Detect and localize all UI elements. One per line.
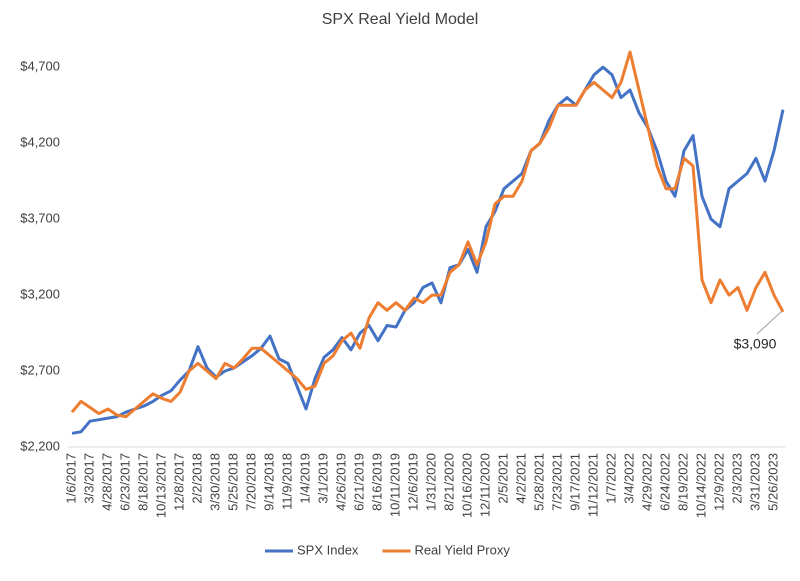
legend-label: SPX Index (297, 542, 359, 557)
x-tick-label: 1/4/2019 (297, 453, 312, 504)
legend-label: Real Yield Proxy (414, 542, 510, 557)
x-tick-label: 6/21/2019 (351, 453, 366, 511)
x-tick-label: 8/16/2019 (369, 453, 384, 511)
annotation: $3,090 (734, 336, 777, 352)
x-tick-label: 12/6/2019 (405, 453, 420, 511)
x-tick-label: 4/29/2022 (639, 453, 654, 511)
x-tick-label: 8/19/2022 (675, 453, 690, 511)
x-tick-label: 9/17/2021 (567, 453, 582, 511)
y-tick-label: $4,700 (20, 59, 60, 74)
x-tick-label: 1/31/2020 (423, 453, 438, 511)
x-tick-label: 3/3/2017 (81, 453, 96, 504)
y-tick-label: $4,200 (20, 135, 60, 150)
x-tick-label: 2/3/2023 (729, 453, 744, 504)
x-tick-label: 1/7/2022 (603, 453, 618, 504)
x-tick-label: 4/26/2019 (333, 453, 348, 511)
x-tick-label: 10/13/2017 (153, 453, 168, 518)
line-series (70, 50, 785, 419)
x-tick-label: 7/20/2018 (243, 453, 258, 511)
x-tick-label: 8/21/2020 (441, 453, 456, 511)
x-tick-label: 2/2/2018 (189, 453, 204, 504)
x-tick-label: 3/4/2022 (621, 453, 636, 504)
x-tick-label: 2/5/2021 (495, 453, 510, 504)
x-tick-label: 10/14/2022 (693, 453, 708, 518)
x-tick-label: 9/14/2018 (261, 453, 276, 511)
x-tick-label: 12/9/2022 (711, 453, 726, 511)
x-tick-label: 11/12/2021 (585, 453, 600, 517)
x-tick-label: 5/26/2023 (765, 453, 780, 511)
x-tick-label: 10/11/2019 (387, 453, 402, 517)
x-tick-label: 11/9/2018 (279, 453, 294, 510)
x-tick-label: 5/28/2021 (531, 453, 546, 511)
x-tick-label: 7/23/2021 (549, 453, 564, 511)
x-tick-label: 6/23/2017 (117, 453, 132, 511)
chart-title: SPX Real Yield Model (322, 11, 479, 28)
x-tick-label: 4/28/2017 (99, 453, 114, 511)
y-tick-label: $2,200 (20, 438, 60, 453)
x-tick-label: 4/2/2021 (513, 453, 528, 504)
y-tick-label: $2,700 (20, 362, 60, 377)
x-tick-label: 3/30/2018 (207, 453, 222, 511)
x-tick-label: 12/8/2017 (171, 453, 186, 511)
x-tick-label: 12/11/2020 (477, 453, 492, 517)
x-tick-label: 5/25/2018 (225, 453, 240, 511)
x-tick-label: 8/18/2017 (135, 453, 150, 511)
x-tick-label: 10/16/2020 (459, 453, 474, 518)
x-tick-label: 3/1/2019 (315, 453, 330, 504)
x-tick-label: 3/31/2023 (747, 453, 762, 511)
x-tick-label: 1/6/2017 (63, 453, 78, 504)
x-tick-label: 6/24/2022 (657, 453, 672, 511)
line-series (71, 65, 785, 435)
annotation-leader (756, 309, 784, 335)
y-tick-label: $3,700 (20, 211, 60, 226)
y-tick-label: $3,200 (20, 287, 60, 302)
